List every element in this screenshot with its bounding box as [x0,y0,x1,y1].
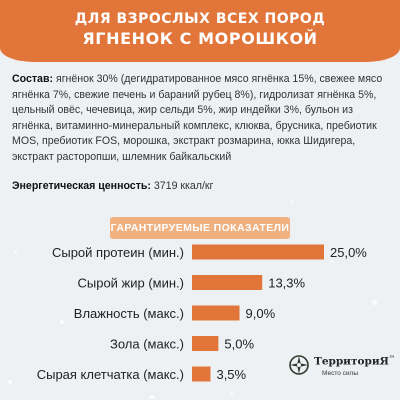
composition-text: ягнёнок 30% (дегидратированное мясо ягнё… [12,73,383,163]
compass-logo-icon [289,355,309,375]
category-label: Сырой протеин (мин.) [52,245,184,260]
bar [192,244,324,260]
value-label: 3,5% [216,367,246,382]
energy-value-line: Энергетическая ценность: 3719 ккал/кг [12,180,392,192]
value-label: 13,3% [268,276,305,291]
header-title: ЯГНЕНОК С МОРОШКОЙ [82,29,318,48]
brand-name: ТерриториЯ™ [314,355,395,368]
category-label: Зола (макс.) [110,337,184,352]
bar [192,275,263,290]
chart-title: ГАРАНТИРУЕМЫЕ ПОКАЗАТЕЛИ [110,217,290,239]
composition-label: Состав: [12,73,53,85]
category-label: Влажность (макс.) [74,306,184,321]
header-banner: ДЛЯ ВЗРОСЛЫХ ВСЕХ ПОРОД ЯГНЕНОК С МОРОШК… [0,0,400,62]
value-label: 9,0% [246,306,276,321]
header-subtitle: ДЛЯ ВЗРОСЛЫХ ВСЕХ ПОРОД [74,11,326,27]
bar [192,305,240,321]
bar [192,366,211,382]
energy-label: Энергетическая ценность: [12,180,151,192]
brand-tagline: Место силы [322,370,359,377]
energy-value: 3719 ккал/кг [153,180,214,192]
bar [192,336,219,351]
composition-block: Состав: ягнёнок 30% (дегидратированное м… [12,72,392,166]
category-label: Сырая клетчатка (макс.) [37,367,184,382]
brand-logo: ТерриториЯ™ Место силы [288,349,395,385]
value-label: 25,0% [330,245,367,260]
category-label: Сырой жир (мин.) [77,276,184,291]
value-label: 5,0% [224,337,254,352]
